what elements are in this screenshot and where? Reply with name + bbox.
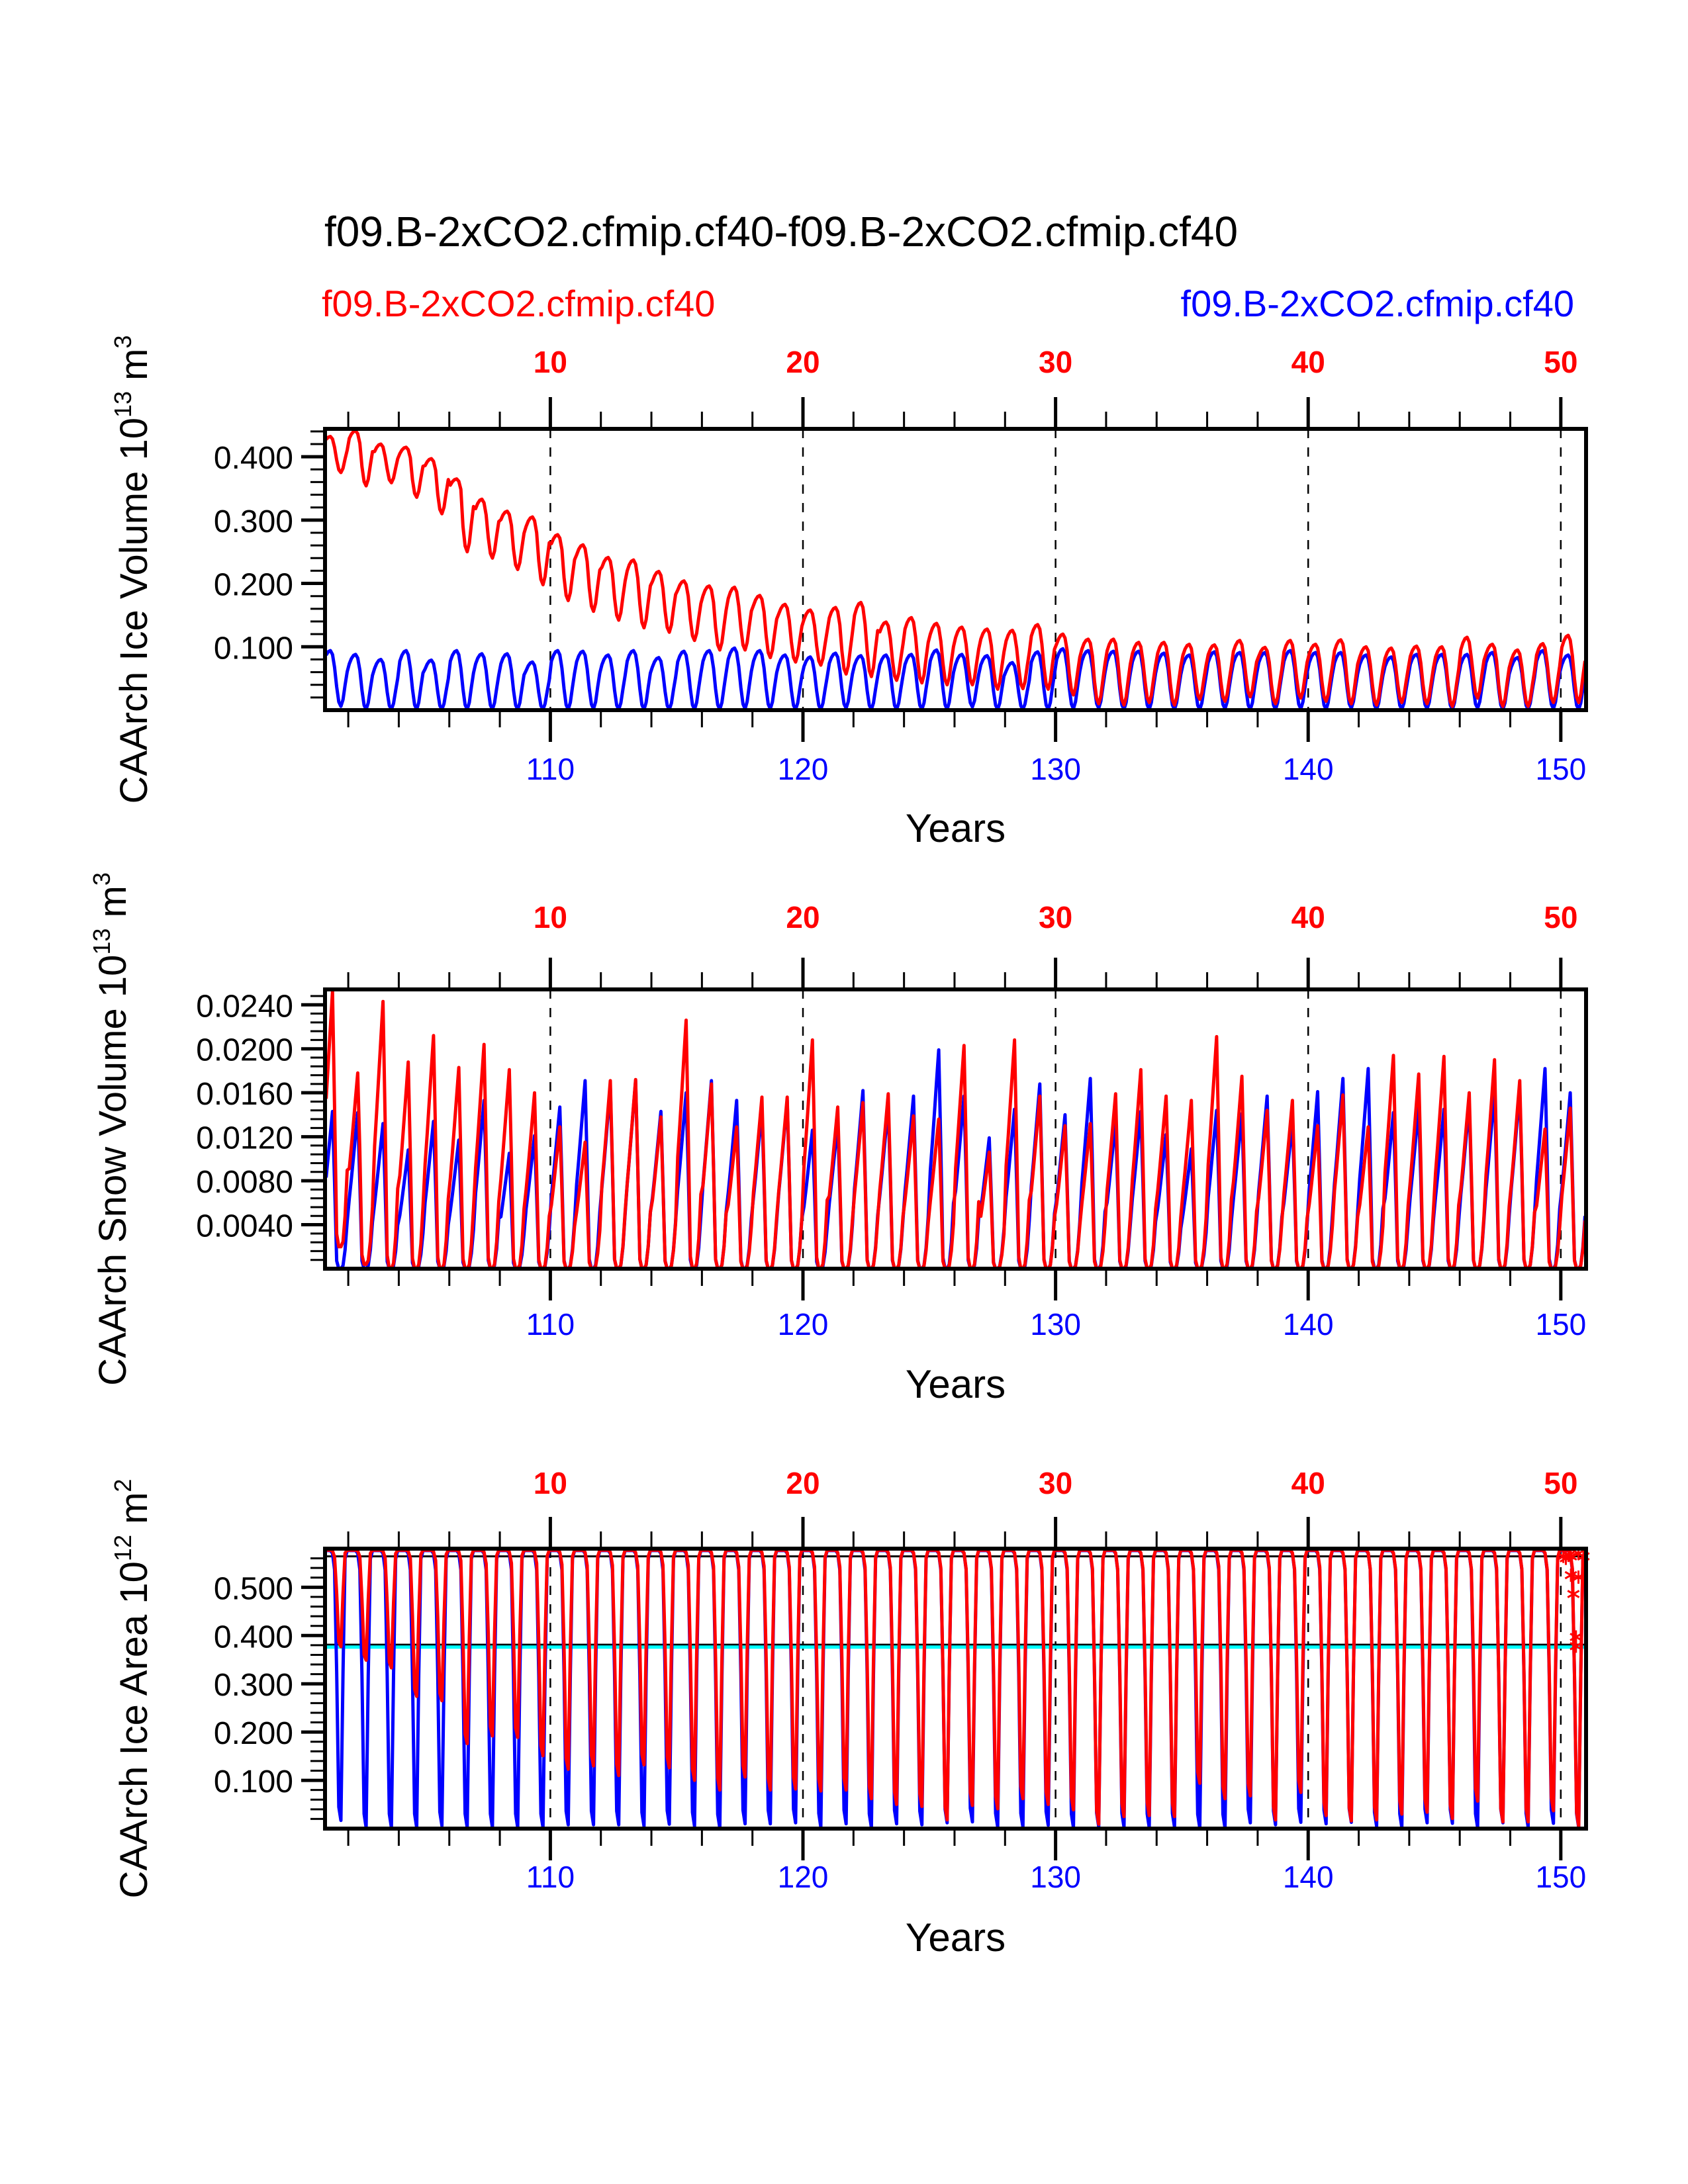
x-tick-label-bottom: 140 <box>1283 1860 1334 1894</box>
y-axis-label-unit: m <box>113 1492 156 1535</box>
x-tick-label-top: 50 <box>1544 900 1577 934</box>
x-tick-label-top: 50 <box>1544 1466 1577 1500</box>
x-tick-label-top: 40 <box>1291 900 1325 934</box>
x-tick-label-bottom: 110 <box>526 1860 575 1894</box>
x-tick-label-top: 30 <box>1039 1466 1072 1500</box>
panels: 0.100 0.200 0.300 0.400 110 10 120 20 130 30 140 40… <box>88 335 1590 1960</box>
x-tick-label-bottom: 120 <box>778 1307 829 1342</box>
x-tick-label-top: 10 <box>534 900 567 934</box>
x-tick-label-top: 20 <box>786 345 820 379</box>
y-tick-label: 0.200 <box>214 1716 293 1751</box>
marker-stroke <box>1564 1552 1577 1561</box>
x-tick-label-bottom: 150 <box>1535 752 1586 786</box>
y-axis-label: CAArch Ice Area 1012 m2 <box>109 1479 156 1899</box>
marker-stroke <box>1564 1570 1577 1580</box>
series-line-blue <box>324 646 1587 711</box>
y-axis-label: CAArch Snow Volume 1013 m3 <box>88 872 134 1386</box>
x-tick-label-top: 30 <box>1039 345 1072 379</box>
marker-stroke <box>1570 1642 1583 1651</box>
x-tick-label-bottom: 120 <box>778 752 829 786</box>
y-tick-label: 0.100 <box>214 631 293 666</box>
data-marker <box>1572 1570 1585 1584</box>
plot-frame <box>323 1547 1588 1831</box>
y-tick-label: 0.0120 <box>196 1121 293 1156</box>
y-axis-label-exponent: 12 <box>109 1535 136 1561</box>
marker-stroke <box>1572 1572 1585 1582</box>
x-tick-label-top: 40 <box>1291 1466 1325 1500</box>
y-axis-label-unit-exponent: 3 <box>88 872 115 886</box>
x-tick-label-bottom: 150 <box>1535 1860 1586 1894</box>
y-axis-label-unit-exponent: 3 <box>109 335 136 348</box>
y-tick-label: 0.300 <box>214 1668 293 1703</box>
chart-panel-2: 0.0040 0.0080 0.0120 0.0160 0.0200 0.0240 110 1… <box>88 872 1588 1406</box>
y-axis-label-main: CAArch Snow Volume 10 <box>91 955 134 1386</box>
y-tick-label: 0.0160 <box>196 1077 293 1112</box>
series-line-red <box>324 989 1587 1271</box>
series-line-red <box>324 429 1587 708</box>
chart-panel-1: 0.100 0.200 0.300 0.400 110 10 120 20 130 30 140 40… <box>109 335 1588 850</box>
x-tick-label-top: 20 <box>786 900 820 934</box>
x-tick-label-bottom: 110 <box>526 1307 575 1342</box>
y-tick-label: 0.300 <box>214 504 293 539</box>
x-tick-label-bottom: 140 <box>1283 752 1334 786</box>
x-axis-label: Years <box>906 806 1006 850</box>
x-tick-label-bottom: 130 <box>1030 752 1081 786</box>
x-axis-label: Years <box>906 1915 1006 1960</box>
y-axis-label-exponent: 13 <box>109 391 136 418</box>
data-marker <box>1564 1549 1577 1563</box>
marker-stroke <box>1570 1633 1583 1641</box>
y-tick-label: 0.400 <box>214 1619 293 1655</box>
x-tick-label-top: 20 <box>786 1466 820 1500</box>
marker-stroke <box>1567 1590 1580 1598</box>
x-tick-label-bottom: 120 <box>778 1860 829 1894</box>
y-tick-label: 0.0080 <box>196 1165 293 1200</box>
y-axis-label-unit-exponent: 2 <box>109 1479 136 1492</box>
x-tick-label-top: 10 <box>534 1466 567 1500</box>
plot-frame <box>323 427 1588 712</box>
y-axis-label-main: CAArch Ice Volume 10 <box>113 418 156 804</box>
y-axis-label-exponent: 13 <box>88 929 115 955</box>
x-tick-label-bottom: 110 <box>526 752 575 786</box>
x-tick-label-bottom: 130 <box>1030 1860 1081 1894</box>
x-tick-label-top: 40 <box>1291 345 1325 379</box>
y-tick-label: 0.0200 <box>196 1033 293 1068</box>
x-tick-label-bottom: 140 <box>1283 1307 1334 1342</box>
x-tick-label-top: 50 <box>1544 345 1577 379</box>
figure-title: f09.B-2xCO2.cfmip.cf40-f09.B-2xCO2.cfmip… <box>324 208 1238 255</box>
x-axis-label: Years <box>906 1362 1006 1406</box>
x-tick-label-bottom: 130 <box>1030 1307 1081 1342</box>
y-axis-label-main: CAArch Ice Area 10 <box>113 1561 156 1898</box>
data-marker <box>1567 1587 1580 1601</box>
y-axis-label-unit: m <box>113 349 156 391</box>
legend-case-red: f09.B-2xCO2.cfmip.cf40 <box>322 283 715 324</box>
y-tick-label: 0.500 <box>214 1571 293 1606</box>
y-tick-label: 0.200 <box>214 568 293 603</box>
y-axis-label: CAArch Ice Volume 1013 m3 <box>109 335 156 803</box>
legend-case-blue: f09.B-2xCO2.cfmip.cf40 <box>1181 283 1574 324</box>
data-marker <box>1564 1569 1577 1582</box>
y-tick-label: 0.0240 <box>196 989 293 1024</box>
y-tick-label: 0.0040 <box>196 1209 293 1244</box>
y-axis-label-unit: m <box>91 886 134 928</box>
x-tick-label-top: 30 <box>1039 900 1072 934</box>
plot-frame <box>323 987 1588 1271</box>
y-tick-label: 0.100 <box>214 1764 293 1799</box>
y-tick-label: 0.400 <box>214 441 293 476</box>
x-tick-label-top: 10 <box>534 345 567 379</box>
x-tick-label-bottom: 150 <box>1535 1307 1586 1342</box>
chart-panel-3: 0.100 0.200 0.300 0.400 0.500 110 10 120 20 130 30… <box>109 1466 1590 1960</box>
data-marker <box>1570 1639 1583 1653</box>
